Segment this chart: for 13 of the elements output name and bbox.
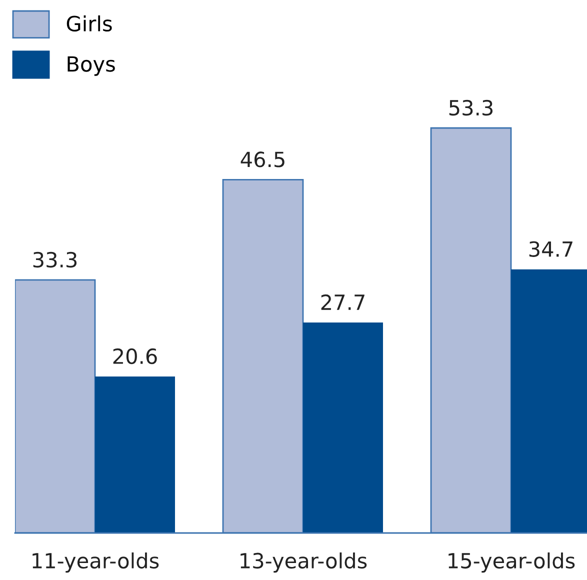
x-tick-label: 15-year-olds — [448, 552, 575, 573]
x-tick-label: 11-year-olds — [32, 552, 159, 573]
data-label: 33.3 — [33, 252, 77, 268]
x-tick-label: 13-year-olds — [240, 552, 367, 573]
legend-label: Boys — [68, 56, 115, 76]
bar — [95, 376, 175, 533]
data-label: 27.7 — [321, 294, 364, 310]
bar — [303, 322, 383, 533]
data-label: 34.7 — [529, 241, 572, 257]
data-label: 46.5 — [240, 152, 284, 168]
data-label: 20.6 — [113, 348, 157, 364]
legend-label: Girls — [66, 15, 112, 32]
data-label: 53.3 — [449, 100, 493, 116]
